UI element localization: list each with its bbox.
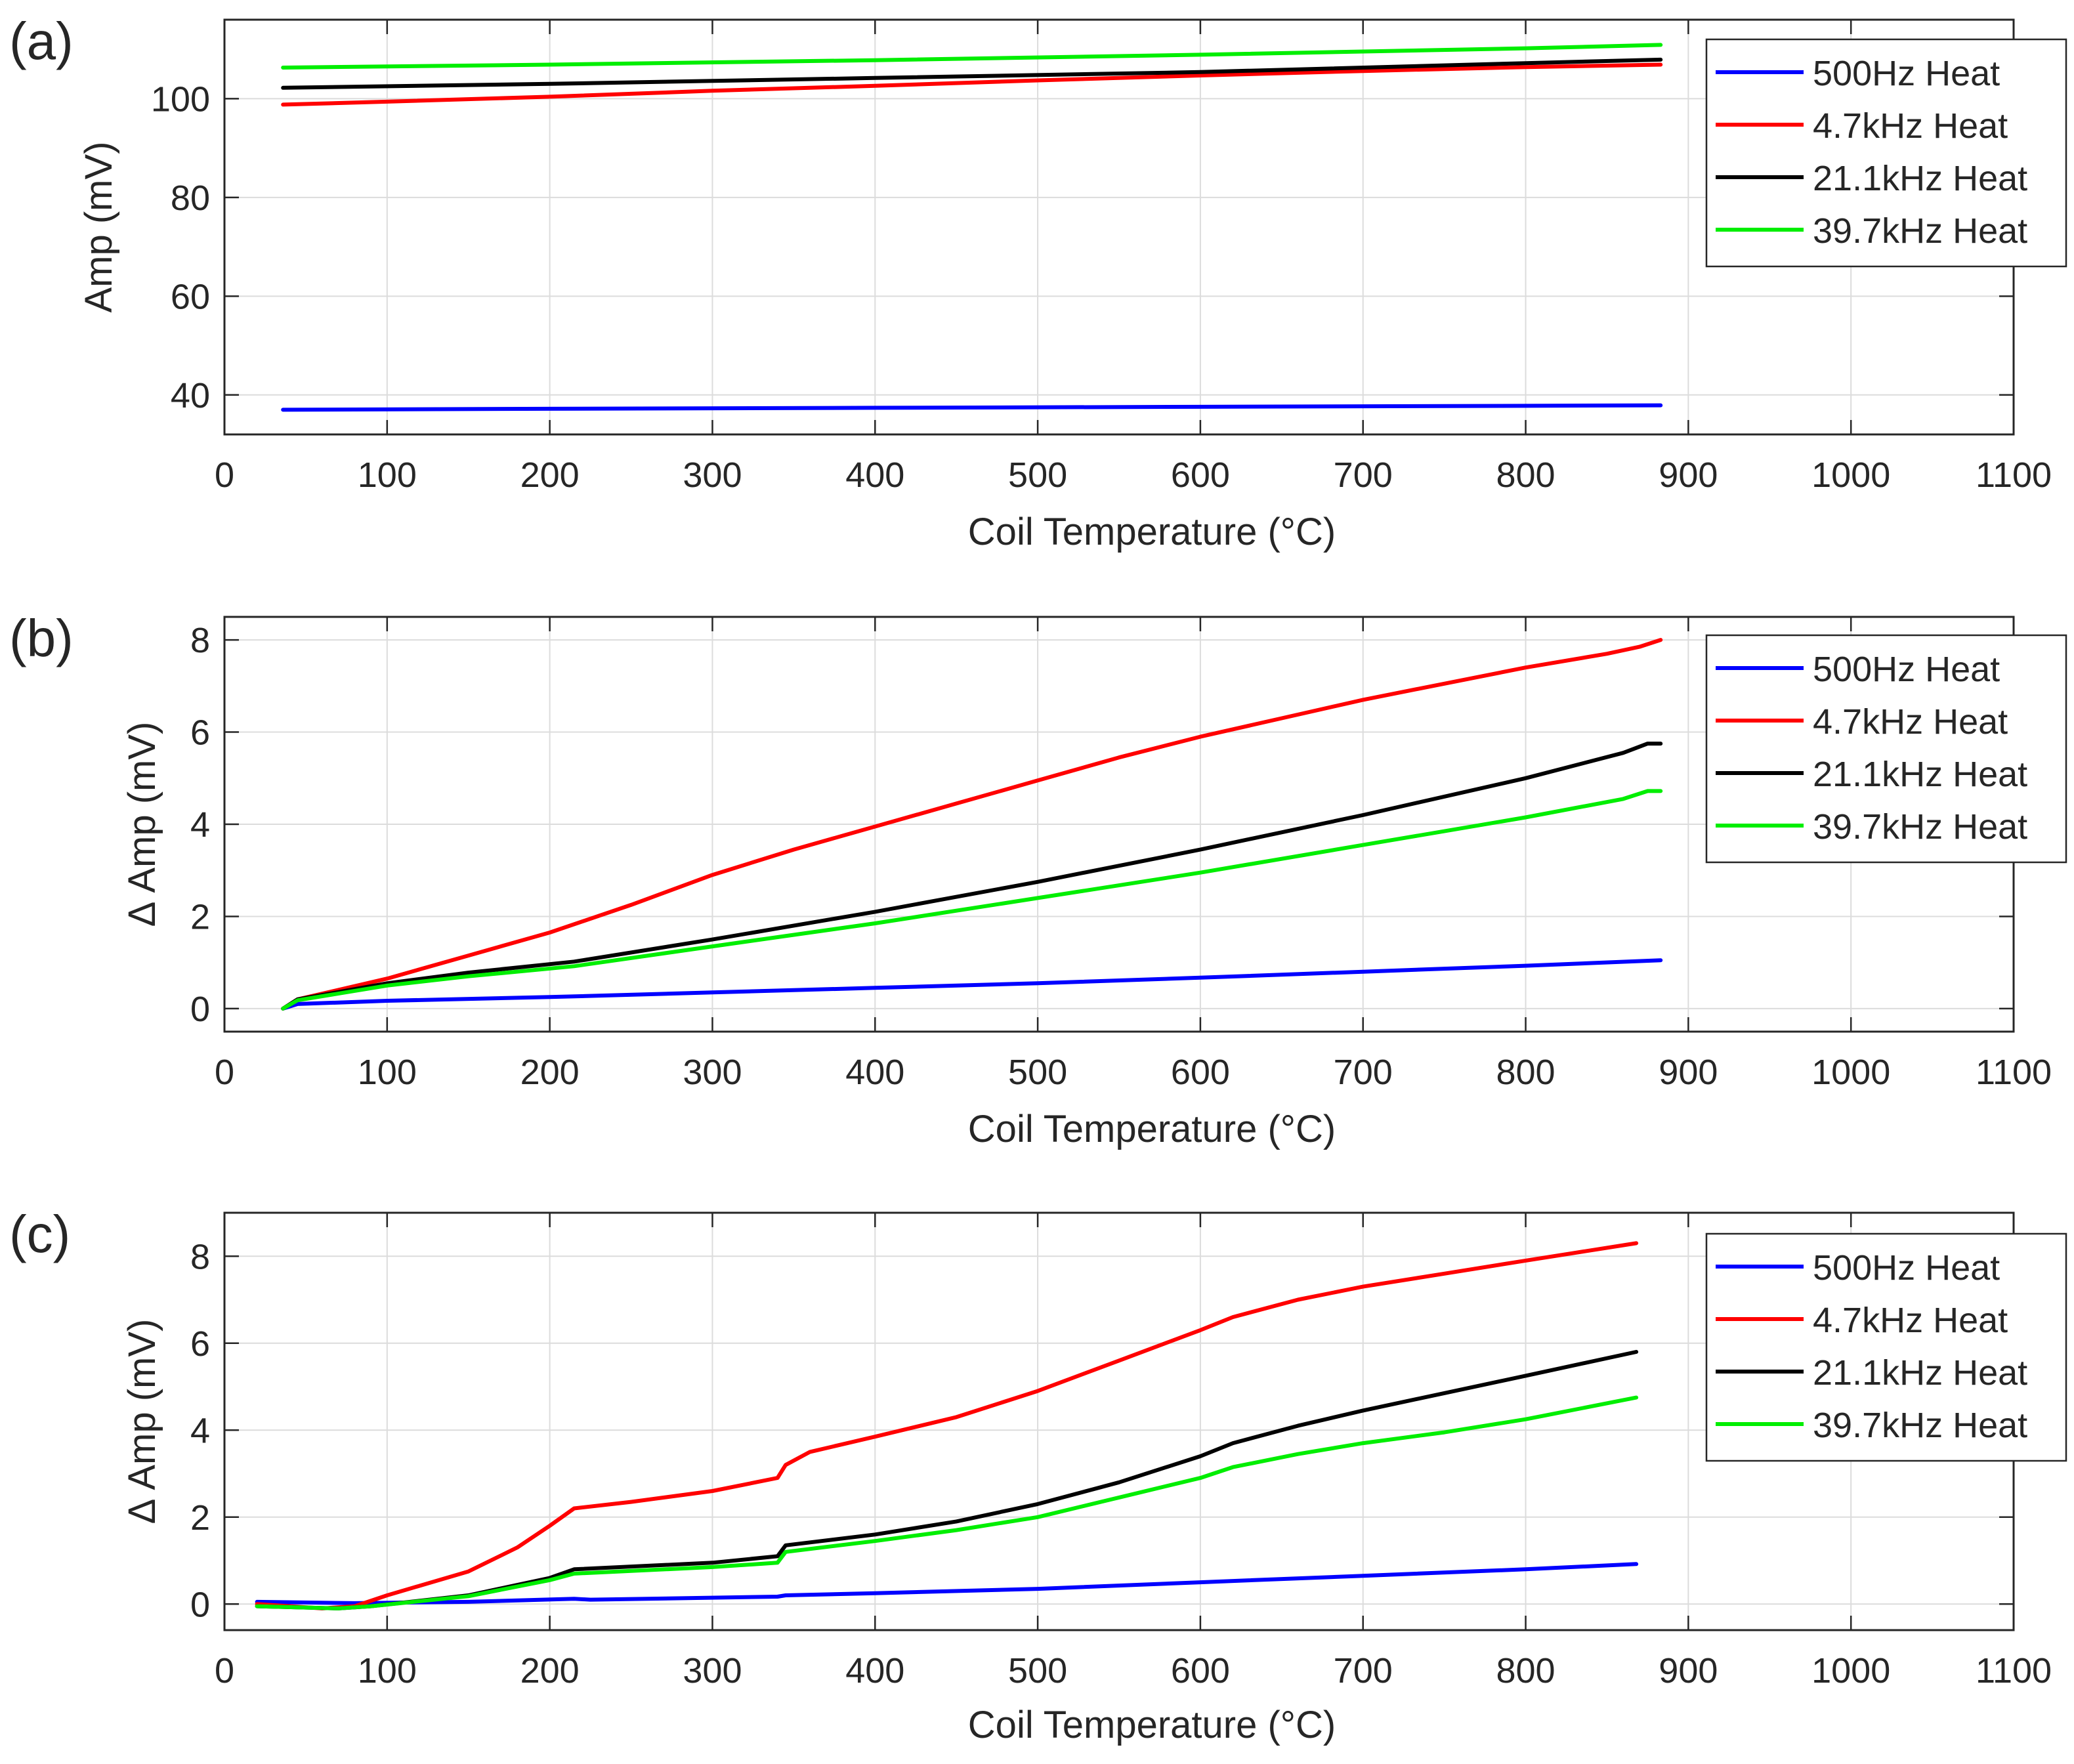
y-tick-label: 2 bbox=[190, 1498, 210, 1538]
panel-label: (a) bbox=[9, 12, 74, 70]
y-tick-label: 4 bbox=[190, 805, 210, 845]
series-line-3 bbox=[281, 742, 1663, 1011]
x-tick-label: 0 bbox=[215, 1053, 234, 1092]
chart-panel-1: 0 100 200 300 400 500 600 700 800 900 1000 1100 40 60… bbox=[9, 12, 2067, 553]
x-tick-label: 700 bbox=[1334, 1651, 1393, 1690]
y-tick-label: 4 bbox=[190, 1411, 210, 1450]
x-tick-label: 800 bbox=[1496, 1053, 1555, 1092]
y-tick-label: 60 bbox=[171, 277, 210, 316]
x-tick-label: 200 bbox=[520, 1053, 580, 1092]
x-tick-label: 400 bbox=[845, 1651, 904, 1690]
y-tick-label: 0 bbox=[190, 1585, 210, 1624]
legend-label: 500Hz Heat bbox=[1813, 54, 2000, 93]
legend-label: 4.7kHz Heat bbox=[1813, 702, 2008, 742]
panel-label: (c) bbox=[9, 1205, 70, 1263]
x-tick-label: 400 bbox=[845, 1053, 904, 1092]
x-tick-label: 600 bbox=[1171, 1651, 1230, 1690]
legend-label: 21.1kHz Heat bbox=[1813, 755, 2027, 794]
x-axis-label: Coil Temperature (°C) bbox=[968, 1704, 1336, 1746]
legend-label: 39.7kHz Heat bbox=[1813, 211, 2027, 251]
y-tick-label: 8 bbox=[190, 1237, 210, 1276]
legend-label: 500Hz Heat bbox=[1813, 1248, 2000, 1288]
series-line-1 bbox=[281, 403, 1663, 412]
y-axis-label: Amp (mV) bbox=[77, 142, 120, 313]
legend-label: 21.1kHz Heat bbox=[1813, 159, 2027, 198]
y-tick-label: 6 bbox=[190, 1324, 210, 1364]
x-tick-label: 200 bbox=[520, 455, 580, 495]
series-line-3 bbox=[281, 57, 1663, 90]
x-tick-label: 1000 bbox=[1811, 1053, 1890, 1092]
x-tick-label: 400 bbox=[845, 455, 904, 495]
x-tick-label: 100 bbox=[358, 455, 417, 495]
x-tick-label: 300 bbox=[683, 1053, 742, 1092]
x-tick-label: 100 bbox=[358, 1651, 417, 1690]
x-tick-label: 1000 bbox=[1811, 455, 1890, 495]
series-line-2 bbox=[281, 62, 1663, 107]
x-tick-label: 700 bbox=[1334, 1053, 1393, 1092]
x-tick-label: 900 bbox=[1659, 1651, 1718, 1690]
series-line-2 bbox=[281, 638, 1663, 1011]
legend-label: 4.7kHz Heat bbox=[1813, 106, 2008, 146]
x-axis-label: Coil Temperature (°C) bbox=[968, 511, 1336, 553]
x-tick-label: 1100 bbox=[1976, 1053, 2052, 1092]
legend-label: 4.7kHz Heat bbox=[1813, 1301, 2008, 1340]
y-tick-label: 0 bbox=[190, 990, 210, 1029]
series-line-1 bbox=[255, 1562, 1639, 1605]
x-tick-label: 800 bbox=[1496, 455, 1555, 495]
y-tick-label: 40 bbox=[171, 376, 210, 415]
y-tick-label: 2 bbox=[190, 897, 210, 936]
series-line-4 bbox=[281, 789, 1663, 1011]
y-tick-label: 8 bbox=[190, 621, 210, 660]
x-tick-label: 600 bbox=[1171, 455, 1230, 495]
x-tick-label: 800 bbox=[1496, 1651, 1555, 1690]
x-axis-label: Coil Temperature (°C) bbox=[968, 1108, 1336, 1150]
x-tick-label: 600 bbox=[1171, 1053, 1230, 1092]
x-tick-label: 0 bbox=[215, 1651, 234, 1690]
x-tick-label: 900 bbox=[1659, 1053, 1718, 1092]
legend-label: 39.7kHz Heat bbox=[1813, 807, 2027, 847]
y-tick-label: 100 bbox=[151, 79, 210, 119]
y-tick-label: 6 bbox=[190, 713, 210, 753]
x-tick-label: 200 bbox=[520, 1651, 580, 1690]
x-tick-label: 1100 bbox=[1976, 455, 2052, 495]
x-tick-label: 900 bbox=[1659, 455, 1718, 495]
x-tick-label: 500 bbox=[1008, 1651, 1067, 1690]
chart-panel-3: 0 100 200 300 400 500 600 700 800 900 1000 1100 0 2 4 6… bbox=[9, 1205, 2067, 1746]
series-line-4 bbox=[281, 43, 1663, 70]
y-axis-label: Δ Amp (mV) bbox=[121, 1319, 163, 1524]
series-line-2 bbox=[255, 1241, 1639, 1610]
legend-label: 21.1kHz Heat bbox=[1813, 1353, 2027, 1393]
x-tick-label: 500 bbox=[1008, 455, 1067, 495]
legend-label: 39.7kHz Heat bbox=[1813, 1406, 2027, 1445]
y-tick-label: 80 bbox=[171, 178, 210, 218]
x-tick-label: 300 bbox=[683, 1651, 742, 1690]
x-tick-label: 0 bbox=[215, 455, 234, 495]
x-tick-label: 500 bbox=[1008, 1053, 1067, 1092]
x-tick-label: 700 bbox=[1334, 455, 1393, 495]
panel-label: (b) bbox=[9, 609, 74, 667]
y-axis-label: Δ Amp (mV) bbox=[121, 722, 163, 927]
series-line-4 bbox=[255, 1395, 1639, 1610]
chart-panel-2: 0 100 200 300 400 500 600 700 800 900 1000 1100 0 2 4 6… bbox=[9, 609, 2067, 1150]
x-tick-label: 100 bbox=[358, 1053, 417, 1092]
x-tick-label: 1000 bbox=[1811, 1651, 1890, 1690]
x-tick-label: 1100 bbox=[1976, 1651, 2052, 1690]
series-line-1 bbox=[281, 958, 1663, 1011]
legend-label: 500Hz Heat bbox=[1813, 650, 2000, 689]
x-tick-label: 300 bbox=[683, 455, 742, 495]
